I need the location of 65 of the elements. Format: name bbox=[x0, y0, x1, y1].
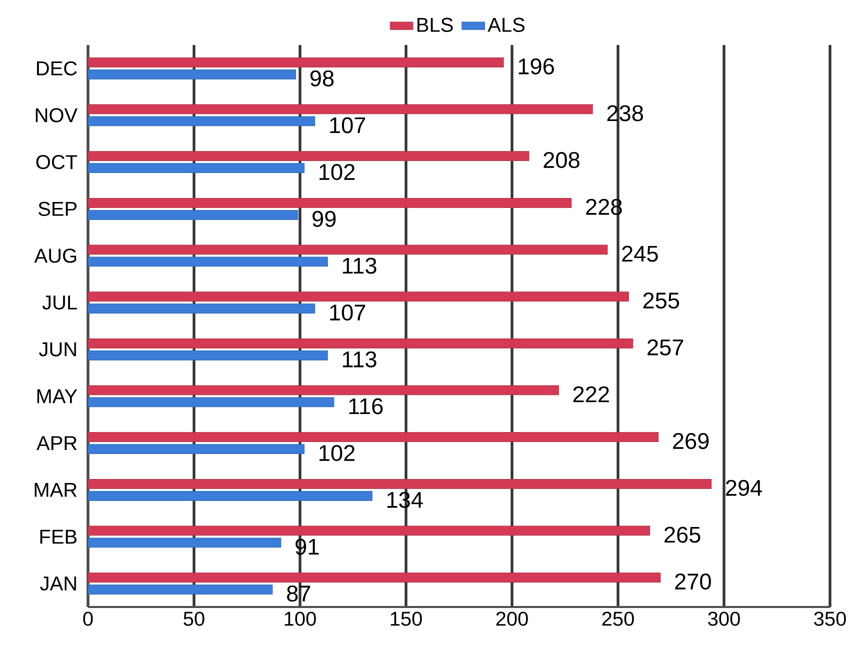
bar bbox=[88, 244, 608, 255]
data-label: 107 bbox=[330, 117, 366, 134]
bar bbox=[88, 163, 305, 174]
bar bbox=[88, 338, 634, 348]
x-tick-label: 300 bbox=[708, 612, 740, 626]
bar bbox=[88, 444, 305, 454]
data-label: 102 bbox=[320, 445, 355, 462]
x-tick-label: 250 bbox=[602, 612, 634, 626]
y-tick-label: JUN bbox=[39, 342, 76, 356]
bar bbox=[88, 526, 650, 536]
y-tick-label: MAY bbox=[37, 389, 78, 404]
x-tick-label: 50 bbox=[184, 612, 204, 626]
data-label: 116 bbox=[349, 398, 383, 414]
bar bbox=[88, 478, 712, 489]
y-tick-label: JAN bbox=[40, 576, 76, 591]
data-label: 102 bbox=[320, 164, 355, 180]
bar bbox=[88, 210, 298, 220]
bar bbox=[88, 385, 559, 396]
bar bbox=[88, 116, 316, 126]
bar bbox=[88, 151, 530, 162]
data-label: 265 bbox=[664, 526, 700, 543]
bar bbox=[88, 490, 372, 501]
y-tick-label: SEP bbox=[38, 202, 77, 216]
data-label: 257 bbox=[648, 339, 684, 356]
y-tick-label: DEC bbox=[37, 61, 77, 76]
data-label: 245 bbox=[622, 246, 658, 262]
bar bbox=[88, 397, 334, 408]
legend-label: BLS bbox=[418, 18, 453, 32]
y-tick-label: AUG bbox=[34, 248, 76, 263]
bar bbox=[88, 104, 593, 114]
y-tick-label: OCT bbox=[36, 154, 78, 170]
bar bbox=[88, 304, 316, 314]
data-label: 222 bbox=[573, 386, 609, 402]
x-tick-label: 100 bbox=[284, 612, 316, 626]
x-tick-label: 350 bbox=[814, 612, 846, 626]
data-label: 270 bbox=[675, 574, 711, 590]
bar bbox=[88, 584, 273, 595]
y-tick-label: APR bbox=[36, 436, 77, 450]
bar bbox=[88, 57, 504, 68]
data-label: 196 bbox=[518, 58, 554, 74]
data-label: 113 bbox=[342, 351, 376, 368]
data-label: 208 bbox=[544, 152, 580, 168]
legend-label: ALS bbox=[488, 18, 525, 32]
bar bbox=[88, 432, 659, 442]
data-label: 107 bbox=[330, 304, 366, 321]
data-label: 98 bbox=[310, 70, 334, 86]
bar bbox=[88, 198, 572, 208]
y-tick-label: FEB bbox=[40, 530, 77, 544]
y-tick-label: MAR bbox=[34, 483, 77, 497]
data-label: 99 bbox=[312, 210, 336, 227]
bar bbox=[88, 538, 282, 548]
bar bbox=[88, 572, 661, 583]
y-tick-label: NOV bbox=[36, 108, 78, 122]
data-label: 269 bbox=[673, 433, 709, 450]
bar bbox=[88, 256, 328, 267]
data-label: 294 bbox=[726, 480, 762, 496]
y-tick-label: JUL bbox=[42, 296, 77, 310]
bar bbox=[88, 69, 296, 80]
x-tick-label: 0 bbox=[83, 612, 93, 626]
x-tick-label: 150 bbox=[390, 612, 422, 626]
data-label: 255 bbox=[643, 292, 680, 309]
data-label: 113 bbox=[342, 258, 376, 274]
bar bbox=[88, 292, 629, 302]
bar bbox=[88, 350, 328, 360]
x-tick-label: 200 bbox=[496, 612, 528, 626]
